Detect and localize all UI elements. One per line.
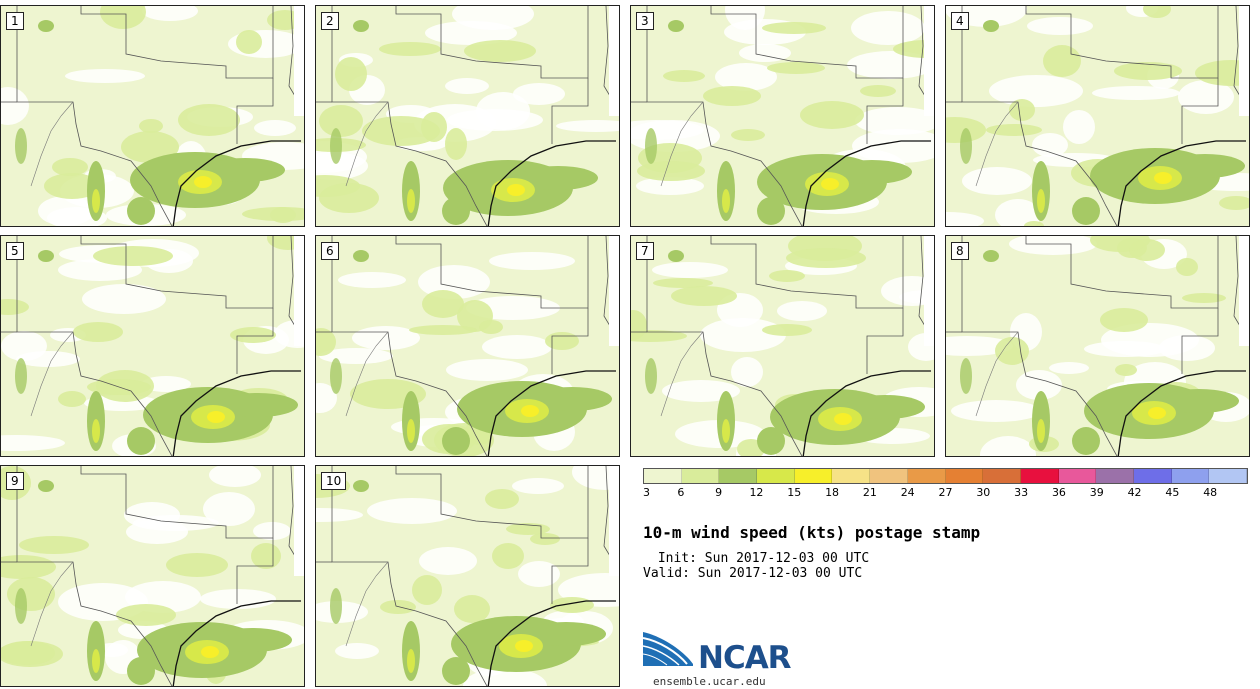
logo-url: ensemble.ucar.edu (653, 675, 766, 688)
wind-speed-map (316, 236, 619, 456)
member-panel: 10 (315, 465, 620, 687)
init-time: Init: Sun 2017-12-03 00 UTC (650, 551, 870, 566)
wind-speed-map (631, 6, 934, 226)
member-number: 5 (6, 242, 24, 260)
colorbar-tick-label: 6 (677, 486, 685, 499)
wind-speed-map (946, 236, 1249, 456)
colorbar-bin (832, 469, 871, 483)
member-panel: 2 (315, 5, 620, 227)
colorbar-tick-label: 9 (715, 486, 723, 499)
colorbar-tick-label: 21 (862, 486, 877, 499)
member-number: 9 (6, 472, 24, 490)
ncar-wordmark: NCAR (698, 640, 792, 676)
member-number: 1 (6, 12, 24, 30)
wind-speed-colorbar (643, 468, 1248, 484)
colorbar-tick-label: 33 (1014, 486, 1029, 499)
colorbar-bin (719, 469, 758, 483)
member-number: 3 (636, 12, 654, 30)
member-number: 10 (321, 472, 347, 490)
colorbar-tick-label: 24 (900, 486, 915, 499)
member-panel: 3 (630, 5, 935, 227)
colorbar-bin (1133, 469, 1172, 483)
colorbar-bin (644, 469, 682, 483)
member-panel: 4 (945, 5, 1250, 227)
colorbar-tick-label: 45 (1165, 486, 1180, 499)
colorbar-bin (1020, 469, 1059, 483)
valid-time: Valid: Sun 2017-12-03 00 UTC (643, 566, 863, 581)
colorbar-tick-label: 18 (825, 486, 840, 499)
member-panel: 9 (0, 465, 305, 687)
colorbar-bin (907, 469, 946, 483)
colorbar-bin (1096, 469, 1134, 483)
colorbar-tick-label: 15 (787, 486, 802, 499)
member-panel: 7 (630, 235, 935, 457)
member-number: 7 (636, 242, 654, 260)
colorbar-bin (983, 469, 1021, 483)
colorbar-tick-label: 27 (938, 486, 953, 499)
member-panel: 6 (315, 235, 620, 457)
colorbar-bin (681, 469, 720, 483)
wind-speed-map (316, 466, 619, 686)
member-number: 2 (321, 12, 339, 30)
colorbar-bin (1058, 469, 1097, 483)
wind-speed-map (316, 6, 619, 226)
wind-speed-map (631, 236, 934, 456)
colorbar-tick-label: 30 (976, 486, 991, 499)
ncar-logo-icon (643, 632, 693, 666)
colorbar-bin (757, 469, 795, 483)
wind-speed-map (1, 466, 304, 686)
member-panel: 1 (0, 5, 305, 227)
colorbar-ticks: 3 6 9 12 15 18 21 24 27 30 33 36 39 42 45 48 (643, 486, 1248, 500)
colorbar-bin (1171, 469, 1210, 483)
wind-speed-map (946, 6, 1249, 226)
colorbar-bin (870, 469, 908, 483)
member-panel: 5 (0, 235, 305, 457)
colorbar-tick-label: 42 (1127, 486, 1142, 499)
colorbar-tick-label: 12 (749, 486, 764, 499)
colorbar-bin (945, 469, 984, 483)
member-panel: 8 (945, 235, 1250, 457)
wind-speed-map (1, 6, 304, 226)
figure-title: 10-m wind speed (kts) postage stamp (643, 523, 981, 542)
colorbar-bin (1209, 469, 1247, 483)
member-number: 8 (951, 242, 969, 260)
colorbar-tick-label: 36 (1051, 486, 1066, 499)
colorbar-tick-label: 3 (643, 486, 650, 499)
member-number: 4 (951, 12, 969, 30)
wind-speed-map (1, 236, 304, 456)
member-number: 6 (321, 242, 339, 260)
colorbar-bin (794, 469, 833, 483)
colorbar-tick-label: 48 (1203, 486, 1218, 499)
colorbar-tick-label: 39 (1089, 486, 1104, 499)
